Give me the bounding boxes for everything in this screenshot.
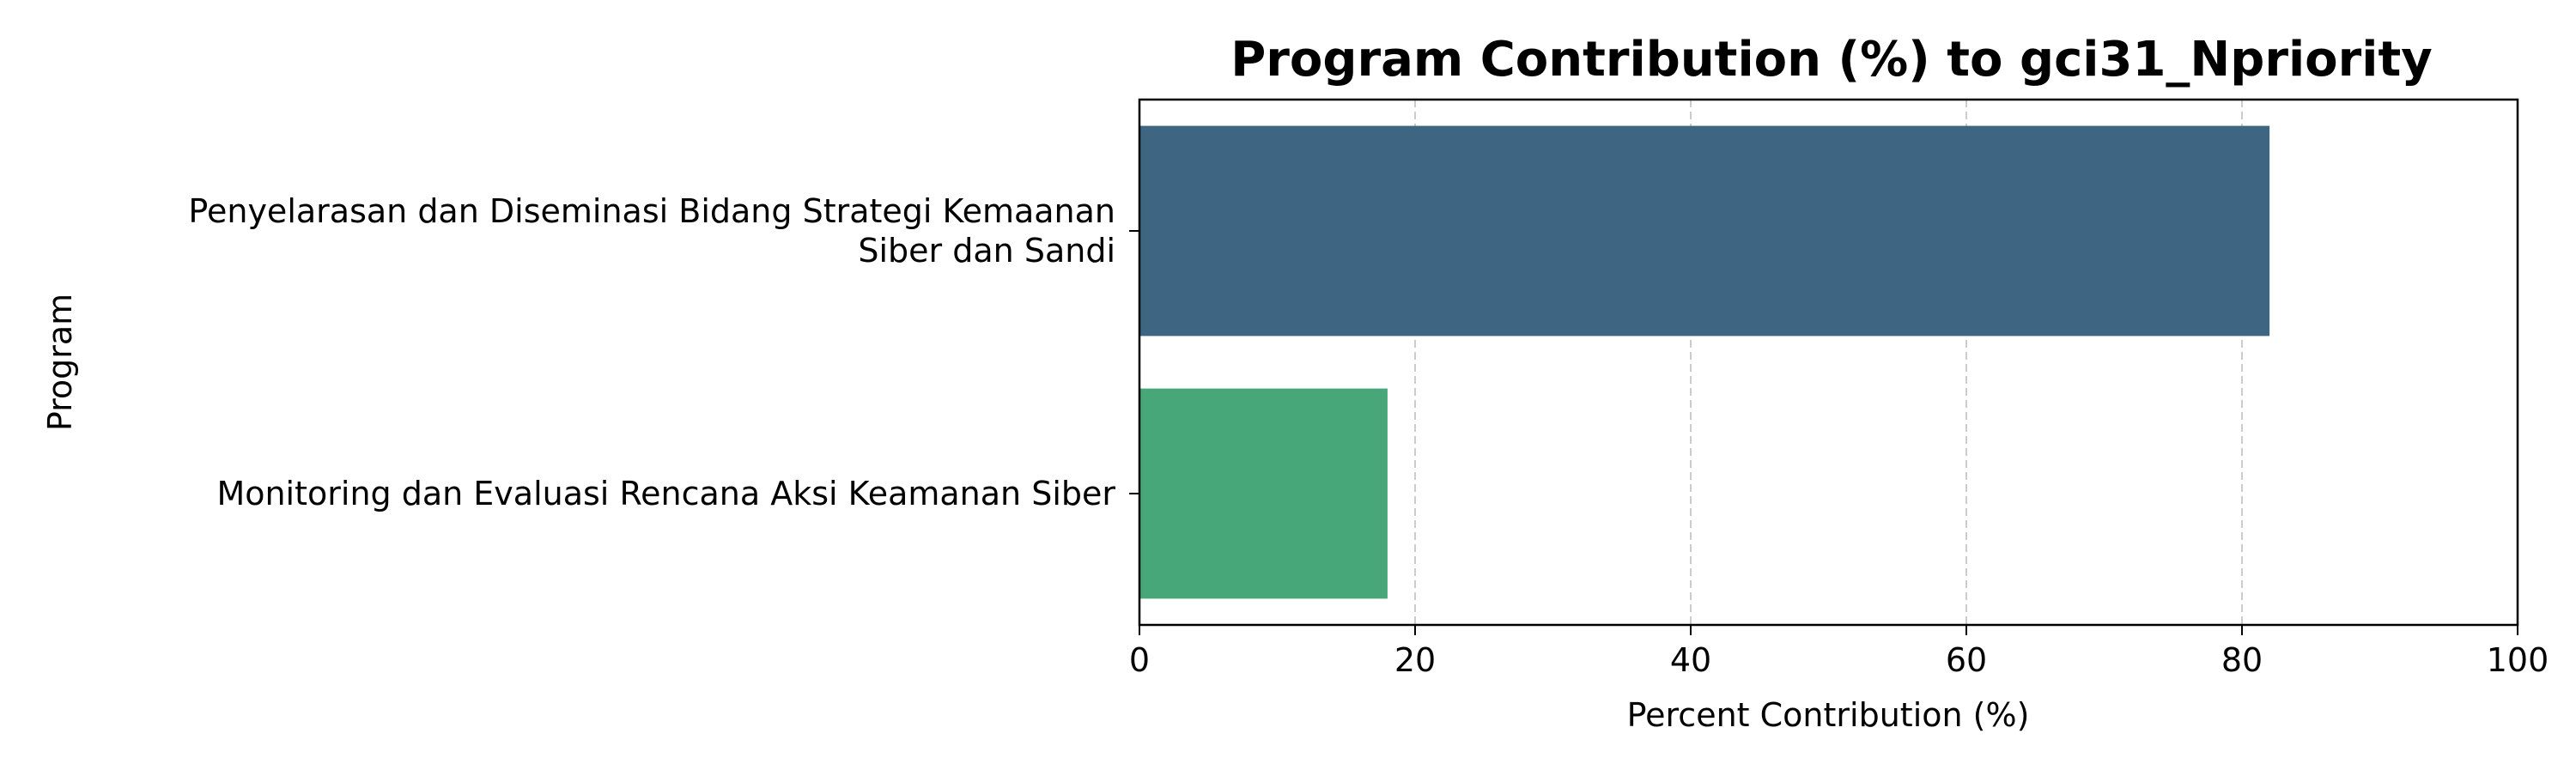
y-axis-label: Program: [41, 294, 79, 431]
plot-frame: [1138, 98, 2519, 627]
bars: [1139, 125, 2270, 599]
y-tick-label: Siber dan Sandi: [858, 232, 1115, 270]
x-tick-label: 0: [1129, 641, 1150, 679]
x-tick-label: 40: [1670, 641, 1711, 679]
x-tick-label: 60: [1946, 641, 1987, 679]
y-tick-label: Penyelarasan dan Diseminasi Bidang Strat…: [188, 192, 1115, 230]
bar: [1139, 125, 2270, 336]
chart-title: Program Contribution (%) to gci31_Nprior…: [1230, 32, 2433, 88]
x-tick-label: 20: [1394, 641, 1436, 679]
x-tick-label: 80: [2221, 641, 2263, 679]
x-axis-label: Percent Contribution (%): [1627, 696, 2030, 734]
y-tick-label: Monitoring dan Evaluasi Rencana Aksi Kea…: [216, 475, 1115, 512]
bar: [1139, 388, 1388, 599]
y-axis-ticks: Penyelarasan dan Diseminasi Bidang Strat…: [188, 192, 1139, 512]
x-tick-label: 100: [2487, 641, 2549, 679]
x-axis-ticks: 0 20 40 60 80 100: [1129, 625, 2549, 679]
